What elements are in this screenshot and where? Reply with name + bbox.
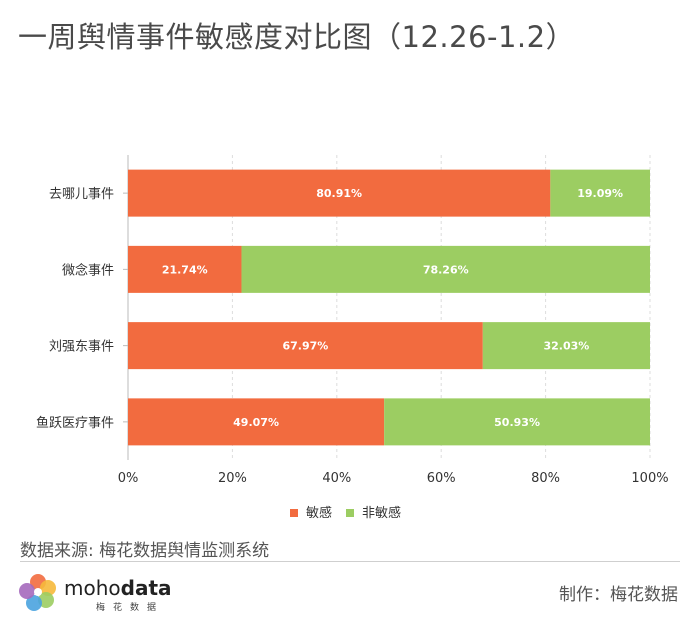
bar-segment: [550, 169, 650, 217]
made-by-note: 制作：梅花数据: [559, 585, 678, 605]
footer-divider: [20, 561, 680, 562]
bar-segment: [384, 398, 650, 446]
pinwheel-logo-icon: [19, 574, 56, 611]
data-label: 32.03%: [543, 340, 589, 353]
legend-swatch: [346, 509, 354, 517]
x-tick-label: 60%: [427, 471, 456, 486]
x-tick-label: 40%: [322, 471, 351, 486]
x-tick-label: 100%: [631, 471, 668, 486]
stacked-bar-chart: 去哪儿事件 80.91% 19.09% 微念事件 21.74% 78.26% 刘强东事件 67…: [36, 155, 669, 521]
x-tick-label: 80%: [531, 471, 560, 486]
legend-swatch: [290, 509, 298, 517]
data-label: 50.93%: [494, 416, 540, 429]
logo-subtitle: 梅花数据: [96, 603, 165, 613]
legend-label: 非敏感: [362, 505, 401, 521]
data-source-note: 数据来源: 梅花数据舆情监测系统: [20, 541, 270, 561]
x-tick-label: 0%: [118, 471, 139, 486]
data-label: 78.26%: [423, 263, 469, 276]
data-label: 19.09%: [577, 187, 623, 200]
category-label: 鱼跃医疗事件: [36, 415, 114, 431]
legend-label: 敏感: [306, 505, 332, 521]
data-label: 49.07%: [233, 416, 279, 429]
data-label: 67.97%: [282, 340, 328, 353]
bar-segment: [241, 245, 651, 293]
bar-segment: [128, 169, 551, 217]
bar-segment: [128, 398, 385, 446]
x-tick-label: 20%: [218, 471, 247, 486]
chart-title: 一周舆情事件敏感度对比图（12.26-1.2）: [18, 20, 576, 54]
data-label: 21.74%: [162, 263, 208, 276]
logo-wordmark: mohodata: [64, 576, 172, 600]
bar-segment: [482, 322, 650, 370]
category-label: 刘强东事件: [49, 340, 114, 355]
data-label: 80.91%: [316, 187, 362, 200]
bar-segment: [128, 245, 242, 293]
category-label: 微念事件: [62, 262, 114, 278]
bar-segment: [128, 322, 483, 370]
category-label: 去哪儿事件: [49, 187, 114, 202]
mohodata-logo: mohodata 梅花数据: [18, 572, 178, 616]
